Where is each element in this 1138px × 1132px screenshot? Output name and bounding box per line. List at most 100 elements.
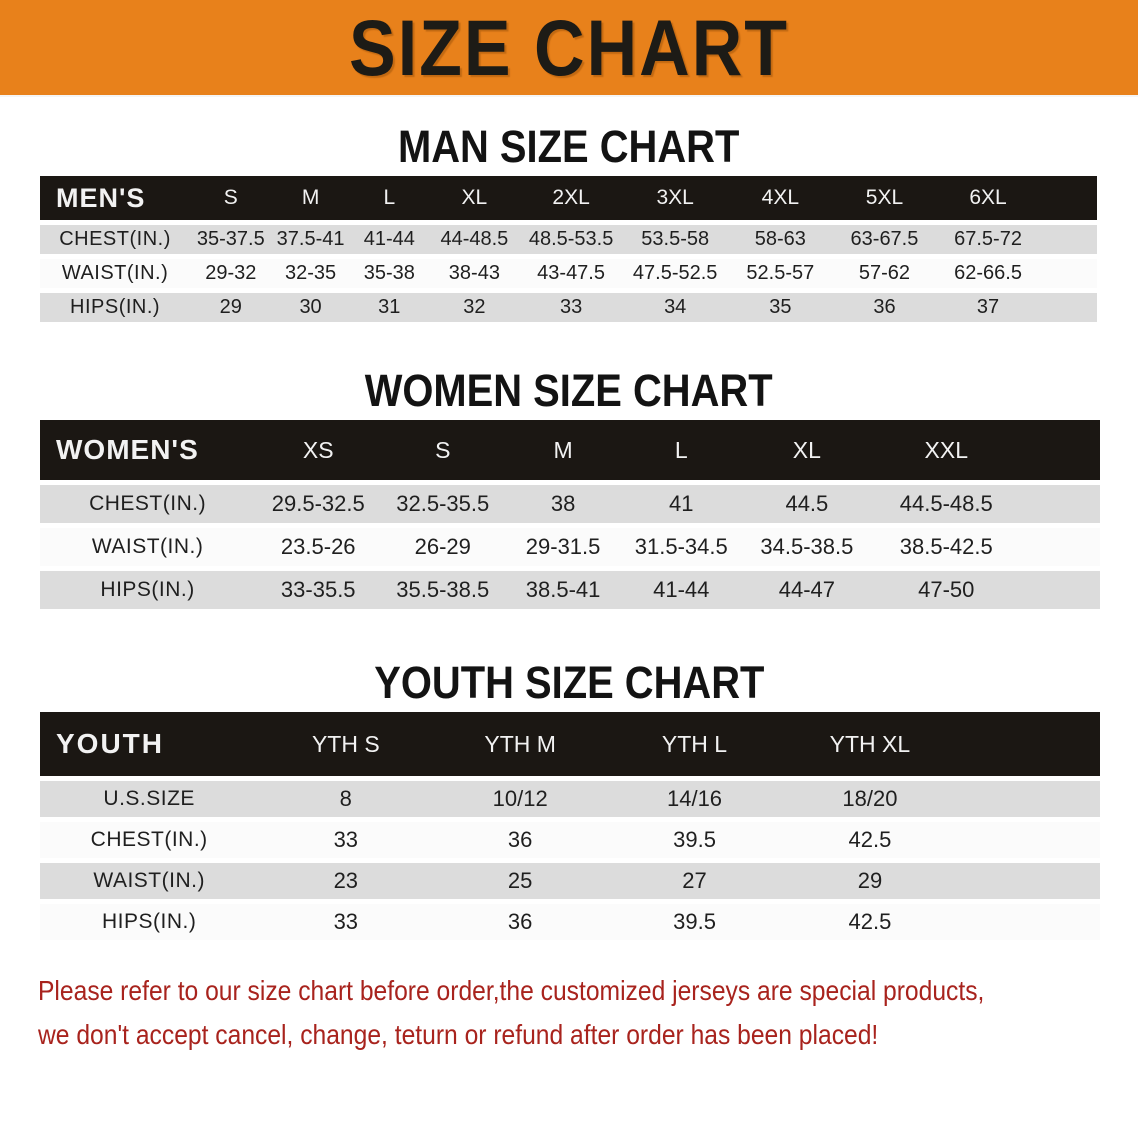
size-column-header: 2XL (552, 186, 590, 209)
measurement-value: 29-32 (205, 262, 257, 284)
size-column-header: 4XL (761, 186, 800, 209)
youth-section-title: YOUTH SIZE CHART (0, 657, 1138, 708)
measurement-value: 39.5 (673, 827, 716, 852)
measurement-label: CHEST(IN.) (90, 828, 208, 851)
measurement-value: 53.5-58 (641, 228, 710, 250)
measurement-value: 52.5-57 (746, 262, 815, 284)
table-header-row: YOUTH YTH S YTH M YTH L YTH XL (40, 712, 1100, 776)
banner: SIZE CHART (0, 0, 1138, 97)
measurement-label: WAIST(IN.) (61, 262, 169, 284)
measurement-value: 35 (769, 296, 792, 318)
size-chart-page: SIZE CHART MAN SIZE CHART MEN'S S M L XL 2XL 3… (0, 0, 1138, 1057)
measurement-value: 44.5 (785, 491, 829, 516)
measurement-value: 36 (507, 827, 533, 852)
size-column-header: XS (302, 436, 334, 463)
size-column-header: YTH L (661, 730, 728, 757)
disclaimer: Please refer to our size chart before or… (0, 969, 1138, 1057)
measurement-value: 48.5-53.5 (528, 228, 614, 250)
size-column-header: M (553, 436, 573, 463)
filler-cell (958, 904, 1100, 940)
table-header-label: WOMEN'S (56, 434, 199, 465)
size-column-header: YTH S (311, 730, 380, 757)
filler-cell (1040, 225, 1097, 254)
measurement-value: 14/16 (666, 786, 723, 811)
measurement-value: 39.5 (673, 909, 716, 934)
measurement-value: 29 (857, 868, 883, 893)
measurement-row: CHEST(IN.) 29.5-32.5 32.5-35.5 38 41 44.5 44.5… (40, 485, 1100, 523)
man-size-table: MEN'S S M L XL 2XL 3XL 4XL 5XL 6XL CHEST(IN.) 35-37… (40, 171, 1097, 327)
measurement-value: 29-31.5 (525, 534, 601, 559)
size-column-header: YTH XL (829, 730, 911, 757)
measurement-value: 33 (333, 827, 359, 852)
women-section-title: WOMEN SIZE CHART (0, 365, 1138, 416)
man-size-section: MAN SIZE CHART MEN'S S M L XL 2XL 3XL 4XL 5XL 6XL… (0, 121, 1138, 327)
filler-cell (958, 822, 1100, 858)
size-column-header: YTH M (484, 730, 556, 757)
measurement-value: 33-35.5 (280, 577, 356, 602)
table-header-label: MEN'S (56, 182, 146, 213)
filler-cell (1019, 528, 1100, 566)
measurement-value: 38-43 (448, 262, 500, 284)
filler-cell (958, 863, 1100, 899)
filler-cell (1019, 571, 1100, 609)
measurement-value: 57-62 (858, 262, 911, 284)
measurement-value: 37 (976, 296, 1000, 318)
size-column-header: L (674, 436, 688, 463)
measurement-label: HIPS(IN.) (102, 910, 197, 933)
disclaimer-line-2: we don't accept cancel, change, teturn o… (38, 1019, 879, 1050)
measurement-value: 63-67.5 (850, 228, 919, 250)
measurement-value: 31.5-34.5 (634, 534, 728, 559)
measurement-value: 27 (682, 868, 707, 893)
measurement-value: 25 (507, 868, 533, 893)
measurement-row: CHEST(IN.) 35-37.5 37.5-41 41-44 44-48.5 48.5… (40, 225, 1097, 254)
measurement-label: CHEST(IN.) (89, 492, 207, 515)
size-column-header: S (223, 186, 238, 209)
measurement-value: 32 (463, 296, 486, 318)
table-header-row: WOMEN'S XS S M L XL XXL (40, 420, 1100, 480)
measurement-value: 23 (333, 868, 359, 893)
measurement-value: 8 (339, 786, 352, 811)
measurement-row: HIPS(IN.) 29 30 31 32 33 34 35 36 37 (40, 293, 1097, 322)
size-column-header: XXL (924, 436, 968, 463)
measurement-label: HIPS(IN.) (70, 296, 161, 318)
measurement-row: HIPS(IN.) 33 36 39.5 42.5 (40, 904, 1100, 940)
measurement-value: 35-37.5 (196, 228, 265, 250)
size-column-header: XL (461, 186, 488, 209)
measurement-value: 18/20 (842, 786, 898, 811)
filler-cell (1040, 259, 1097, 288)
size-column-header: 6XL (969, 186, 1007, 209)
measurement-value: 29.5-32.5 (271, 491, 365, 516)
measurement-value: 44-47 (778, 577, 836, 602)
filler-cell (1019, 485, 1100, 523)
measurement-value: 43-47.5 (537, 262, 605, 284)
measurement-value: 34 (664, 296, 687, 318)
measurement-value: 47.5-52.5 (632, 262, 718, 284)
filler-cell (1040, 293, 1097, 322)
measurement-value: 29 (219, 296, 242, 318)
measurement-value: 10/12 (492, 786, 548, 811)
measurement-value: 23.5-26 (280, 534, 356, 559)
measurement-value: 33 (333, 909, 359, 934)
measurement-value: 41-44 (363, 228, 415, 250)
youth-size-table: YOUTH YTH S YTH M YTH L YTH XL U.S.SIZE 8 10/12… (40, 707, 1100, 945)
measurement-value: 34.5-38.5 (760, 534, 854, 559)
table-header-row: MEN'S S M L XL 2XL 3XL 4XL 5XL 6XL (40, 176, 1097, 220)
measurement-row: WAIST(IN.) 29-32 32-35 35-38 38-43 43-47.5 47.… (40, 259, 1097, 288)
women-size-table: WOMEN'S XS S M L XL XXL CHEST(IN.) 29.5-32.5 32.5… (40, 415, 1100, 614)
measurement-value: 37.5-41 (276, 228, 345, 250)
measurement-value: 36 (873, 296, 896, 318)
measurement-value: 26-29 (414, 534, 471, 559)
measurement-label: U.S.SIZE (103, 787, 195, 810)
measurement-value: 38 (550, 491, 576, 516)
measurement-value: 67.5-72 (954, 228, 1022, 250)
man-section-title-text: MAN SIZE CHART (398, 121, 740, 172)
measurement-row: WAIST(IN.) 23 25 27 29 (40, 863, 1100, 899)
women-section-title-text: WOMEN SIZE CHART (365, 365, 773, 416)
measurement-value: 44.5-48.5 (899, 491, 993, 516)
measurement-value: 33 (559, 296, 583, 318)
size-column-header: XL (792, 436, 821, 463)
measurement-label: CHEST(IN.) (59, 228, 171, 250)
banner-title: SIZE CHART (349, 3, 789, 92)
measurement-label: HIPS(IN.) (100, 578, 195, 601)
filler-cell (1040, 176, 1097, 220)
